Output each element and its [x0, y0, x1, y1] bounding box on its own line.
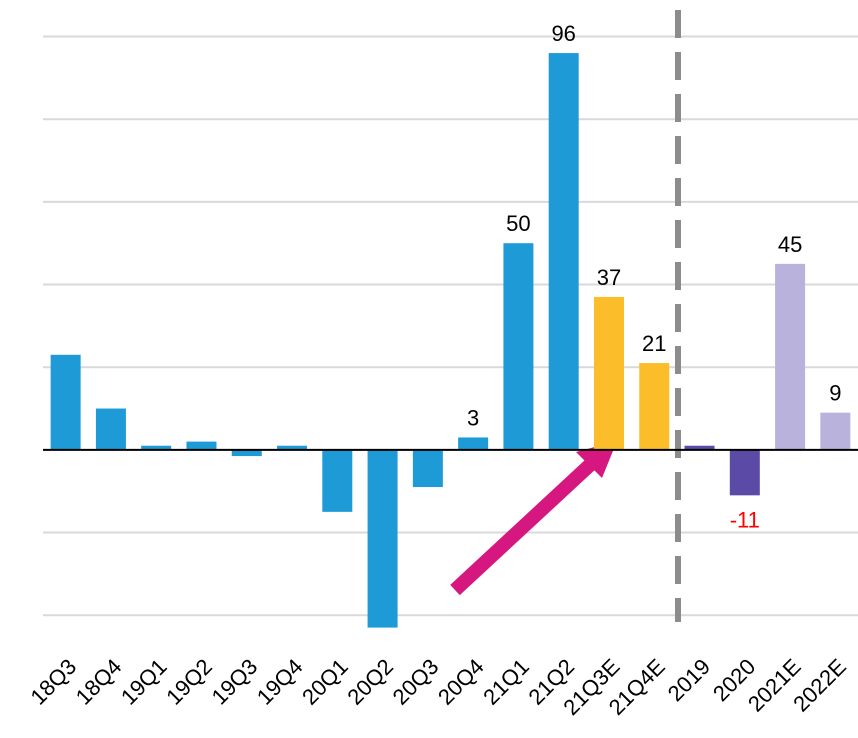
x-tick-label: 19Q4: [252, 654, 308, 710]
x-tick-label: 21Q1: [478, 654, 534, 710]
x-tick-label: 19Q2: [161, 654, 217, 710]
arrow: [450, 441, 617, 596]
bar: [367, 449, 398, 628]
bar: [231, 449, 262, 457]
value-label: -11: [730, 507, 760, 532]
x-tick-label: 20Q4: [433, 654, 489, 710]
bar: [412, 449, 443, 488]
bar: [593, 296, 624, 450]
bar: [775, 263, 806, 450]
x-tick-label: 19Q1: [116, 654, 172, 710]
bar: [277, 445, 308, 450]
bar: [820, 412, 851, 450]
bar: [503, 243, 534, 450]
x-tick-label: 2019: [663, 654, 715, 706]
bar: [684, 445, 715, 450]
value-label: 37: [597, 265, 621, 290]
value-label: 96: [551, 21, 575, 46]
bar: [95, 408, 126, 450]
x-tick-label: 19Q3: [207, 654, 263, 710]
x-tick-label: 20Q3: [388, 654, 444, 710]
value-label: 21: [642, 331, 666, 356]
x-tick-label: 18Q4: [71, 654, 127, 710]
bar: [548, 53, 579, 450]
value-label: 45: [778, 232, 802, 257]
bar: [186, 441, 217, 450]
bar: [639, 363, 670, 450]
x-tick-label: 2022E: [788, 654, 851, 717]
value-label: 3: [467, 405, 479, 430]
value-label: 9: [829, 381, 841, 406]
bar: [141, 445, 172, 450]
bar: [458, 437, 489, 450]
x-tick-label: 20Q2: [342, 654, 398, 710]
x-tick-label: 18Q3: [25, 654, 81, 710]
x-tick-label: 20Q1: [297, 654, 353, 710]
value-label: 50: [506, 211, 530, 236]
bar: [50, 354, 81, 450]
bar: [322, 449, 353, 512]
bar: [729, 449, 760, 496]
